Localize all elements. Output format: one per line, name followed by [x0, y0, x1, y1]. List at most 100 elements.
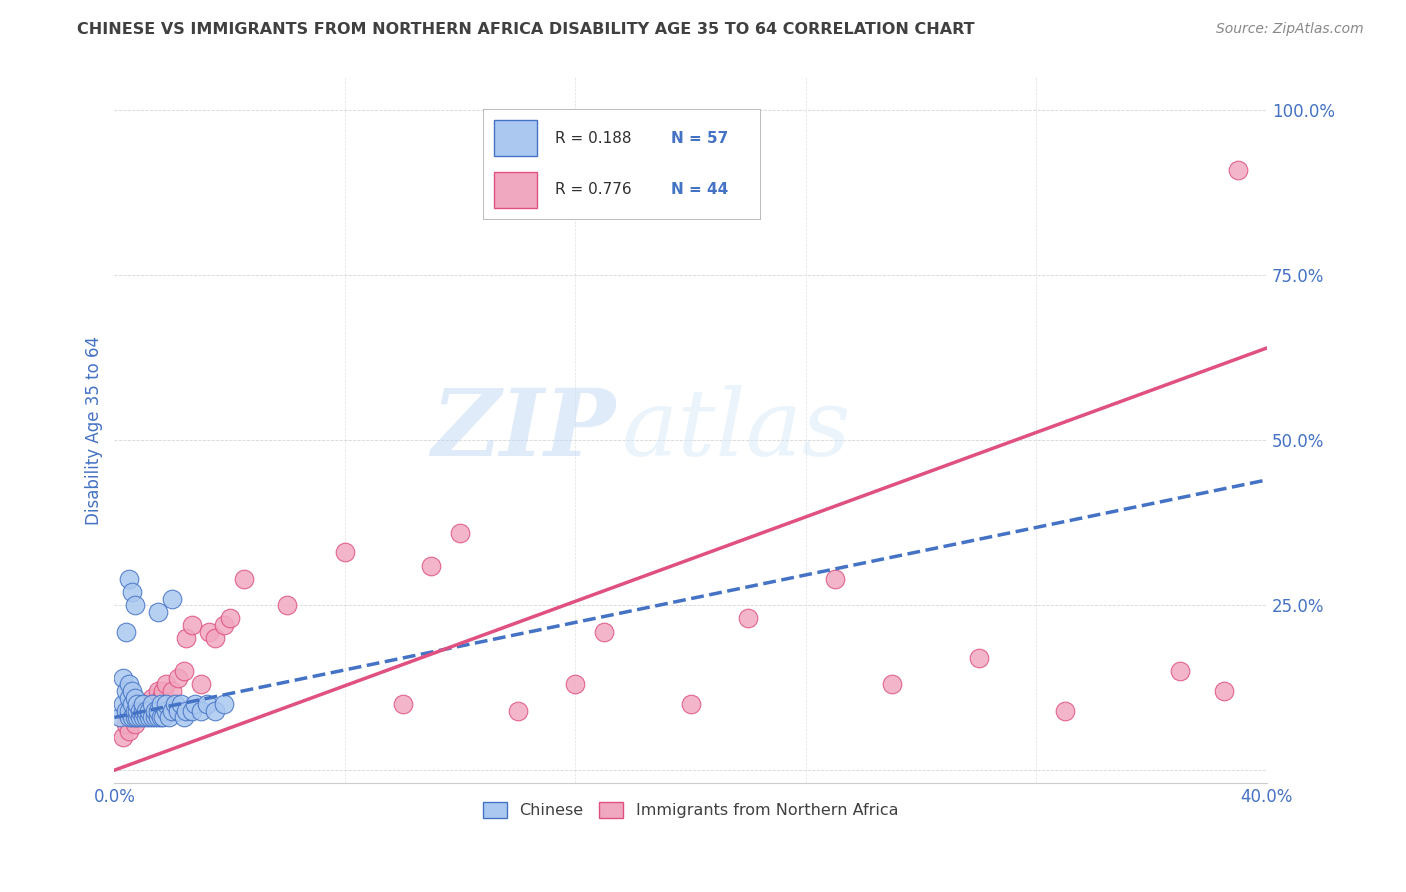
Point: [149, 690, 172, 705]
Point: [176, 704, 198, 718]
Point: [129, 704, 152, 718]
Point: [593, 624, 616, 639]
Point: [449, 525, 471, 540]
Point: [143, 697, 166, 711]
Point: [190, 704, 212, 718]
Point: [166, 671, 188, 685]
Point: [138, 697, 160, 711]
Text: ZIP: ZIP: [432, 385, 616, 475]
Point: [138, 710, 160, 724]
Point: [141, 710, 163, 724]
Point: [141, 697, 163, 711]
Point: [141, 690, 163, 705]
Point: [121, 697, 143, 711]
Point: [155, 704, 177, 718]
Point: [190, 677, 212, 691]
Point: [152, 710, 174, 724]
Point: [170, 697, 193, 711]
Point: [506, 704, 529, 718]
Point: [118, 677, 141, 691]
Point: [160, 704, 183, 718]
Point: [967, 651, 990, 665]
Point: [135, 710, 157, 724]
Point: [1212, 684, 1234, 698]
Point: [276, 599, 298, 613]
Point: [181, 704, 204, 718]
Point: [146, 710, 169, 724]
Point: [564, 677, 586, 691]
Point: [127, 704, 149, 718]
Point: [333, 545, 356, 559]
Y-axis label: Disability Age 35 to 64: Disability Age 35 to 64: [86, 336, 103, 524]
Point: [112, 697, 135, 711]
Point: [129, 710, 152, 724]
Point: [121, 710, 143, 724]
Point: [679, 697, 702, 711]
Point: [124, 710, 146, 724]
Point: [152, 684, 174, 698]
Point: [195, 697, 218, 711]
Point: [824, 572, 846, 586]
Point: [132, 697, 155, 711]
Point: [132, 704, 155, 718]
Point: [115, 717, 138, 731]
Point: [127, 710, 149, 724]
Text: Source: ZipAtlas.com: Source: ZipAtlas.com: [1216, 22, 1364, 37]
Point: [143, 704, 166, 718]
Point: [118, 572, 141, 586]
Point: [149, 697, 172, 711]
Point: [420, 558, 443, 573]
Point: [121, 684, 143, 698]
Point: [218, 611, 240, 625]
Point: [135, 697, 157, 711]
Point: [127, 697, 149, 711]
Point: [118, 704, 141, 718]
Point: [129, 704, 152, 718]
Point: [115, 624, 138, 639]
Point: [132, 710, 155, 724]
Point: [155, 677, 177, 691]
Point: [212, 618, 235, 632]
Point: [127, 710, 149, 724]
Point: [124, 599, 146, 613]
Point: [1054, 704, 1077, 718]
Point: [149, 710, 172, 724]
Point: [146, 704, 169, 718]
Point: [198, 624, 221, 639]
Point: [118, 710, 141, 724]
Text: CHINESE VS IMMIGRANTS FROM NORTHERN AFRICA DISABILITY AGE 35 TO 64 CORRELATION C: CHINESE VS IMMIGRANTS FROM NORTHERN AFRI…: [77, 22, 974, 37]
Point: [124, 717, 146, 731]
Point: [146, 684, 169, 698]
Point: [108, 710, 131, 724]
Point: [143, 710, 166, 724]
Point: [163, 697, 186, 711]
Point: [160, 684, 183, 698]
Point: [112, 671, 135, 685]
Point: [138, 704, 160, 718]
Point: [112, 730, 135, 744]
Point: [176, 632, 198, 646]
Point: [157, 710, 180, 724]
Point: [391, 697, 413, 711]
Point: [124, 690, 146, 705]
Point: [132, 704, 155, 718]
Point: [233, 572, 256, 586]
Point: [146, 605, 169, 619]
Point: [1227, 162, 1250, 177]
Point: [173, 710, 195, 724]
Point: [115, 704, 138, 718]
Point: [118, 690, 141, 705]
Point: [121, 710, 143, 724]
Point: [204, 704, 226, 718]
Legend: Chinese, Immigrants from Northern Africa: Chinese, Immigrants from Northern Africa: [477, 796, 905, 825]
Point: [212, 697, 235, 711]
Point: [882, 677, 904, 691]
Point: [118, 723, 141, 738]
Text: atlas: atlas: [621, 385, 851, 475]
Point: [184, 697, 207, 711]
Point: [181, 618, 204, 632]
Point: [155, 697, 177, 711]
Point: [166, 704, 188, 718]
Point: [737, 611, 759, 625]
Point: [124, 704, 146, 718]
